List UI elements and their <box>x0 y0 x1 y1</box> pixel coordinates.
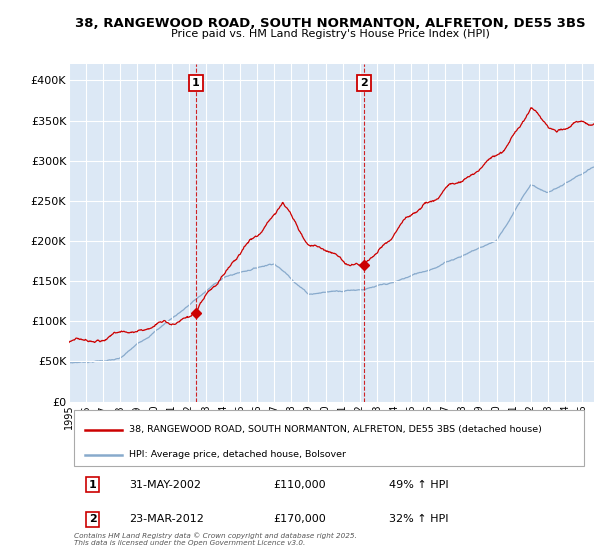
Text: 1: 1 <box>89 480 97 490</box>
Bar <box>196 64 364 402</box>
Text: 38, RANGEWOOD ROAD, SOUTH NORMANTON, ALFRETON, DE55 3BS (detached house): 38, RANGEWOOD ROAD, SOUTH NORMANTON, ALF… <box>130 425 542 434</box>
FancyBboxPatch shape <box>74 410 583 466</box>
Text: 38, RANGEWOOD ROAD, SOUTH NORMANTON, ALFRETON, DE55 3BS: 38, RANGEWOOD ROAD, SOUTH NORMANTON, ALF… <box>74 17 586 30</box>
Text: 1: 1 <box>192 78 200 88</box>
Text: £170,000: £170,000 <box>274 515 326 524</box>
Text: HPI: Average price, detached house, Bolsover: HPI: Average price, detached house, Bols… <box>130 450 346 459</box>
Text: 2: 2 <box>89 515 97 524</box>
Text: Contains HM Land Registry data © Crown copyright and database right 2025.
This d: Contains HM Land Registry data © Crown c… <box>74 532 357 546</box>
Text: 49% ↑ HPI: 49% ↑ HPI <box>389 480 449 490</box>
Text: 2: 2 <box>360 78 368 88</box>
Text: 32% ↑ HPI: 32% ↑ HPI <box>389 515 449 524</box>
Text: Price paid vs. HM Land Registry's House Price Index (HPI): Price paid vs. HM Land Registry's House … <box>170 29 490 39</box>
Text: 23-MAR-2012: 23-MAR-2012 <box>130 515 204 524</box>
Text: £110,000: £110,000 <box>274 480 326 490</box>
Text: 31-MAY-2002: 31-MAY-2002 <box>130 480 202 490</box>
